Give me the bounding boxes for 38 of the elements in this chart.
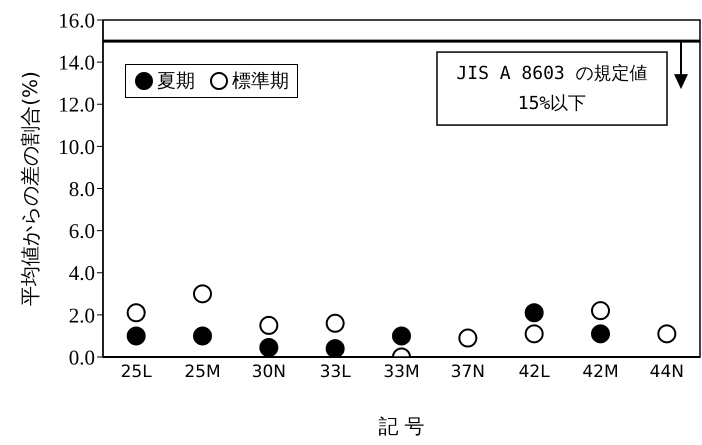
point bbox=[458, 328, 478, 348]
point bbox=[126, 326, 146, 346]
x-tick-label: 33L bbox=[320, 362, 352, 382]
legend-label: 標準期 bbox=[232, 69, 289, 94]
ref-line-label: JIS A 8603 の規定値 15%以下 bbox=[456, 63, 648, 114]
point bbox=[591, 301, 610, 320]
x-tick-label: 25L bbox=[120, 362, 152, 382]
y-tick-label: 2.0 bbox=[68, 303, 95, 328]
x-tick-label: 25M bbox=[184, 362, 221, 382]
x-tick-label: 42L bbox=[518, 362, 550, 382]
point bbox=[524, 303, 544, 322]
point bbox=[524, 324, 544, 344]
point bbox=[326, 314, 345, 333]
point bbox=[657, 324, 676, 344]
point bbox=[193, 284, 212, 304]
y-tick-label: 6.0 bbox=[68, 219, 95, 244]
point bbox=[126, 303, 146, 322]
y-tick-label: 4.0 bbox=[68, 261, 95, 286]
y-tick-label: 14.0 bbox=[58, 50, 95, 75]
x-tick-label: 44N bbox=[650, 362, 684, 382]
x-axis-title: 記 号 bbox=[378, 414, 425, 438]
point bbox=[259, 338, 278, 357]
y-tick-label: 0.0 bbox=[68, 345, 95, 370]
y-tick-label: 12.0 bbox=[58, 92, 95, 117]
x-tick-label: 42M bbox=[582, 362, 619, 382]
x-tick-label: 37N bbox=[450, 362, 486, 382]
point bbox=[326, 339, 345, 357]
y-tick-label: 16.0 bbox=[58, 8, 95, 32]
point bbox=[259, 316, 278, 335]
y-tick-label: 10.0 bbox=[58, 134, 95, 159]
x-tick-label: 33M bbox=[383, 362, 420, 382]
point bbox=[591, 324, 610, 344]
legend-label: 夏期 bbox=[157, 69, 195, 94]
y-tick-label: 8.0 bbox=[68, 176, 95, 201]
point bbox=[392, 326, 411, 346]
point bbox=[193, 326, 212, 346]
x-tick-label: 30N bbox=[252, 362, 286, 382]
y-axis-title: 平均値からの差の割合(%) bbox=[18, 71, 42, 306]
